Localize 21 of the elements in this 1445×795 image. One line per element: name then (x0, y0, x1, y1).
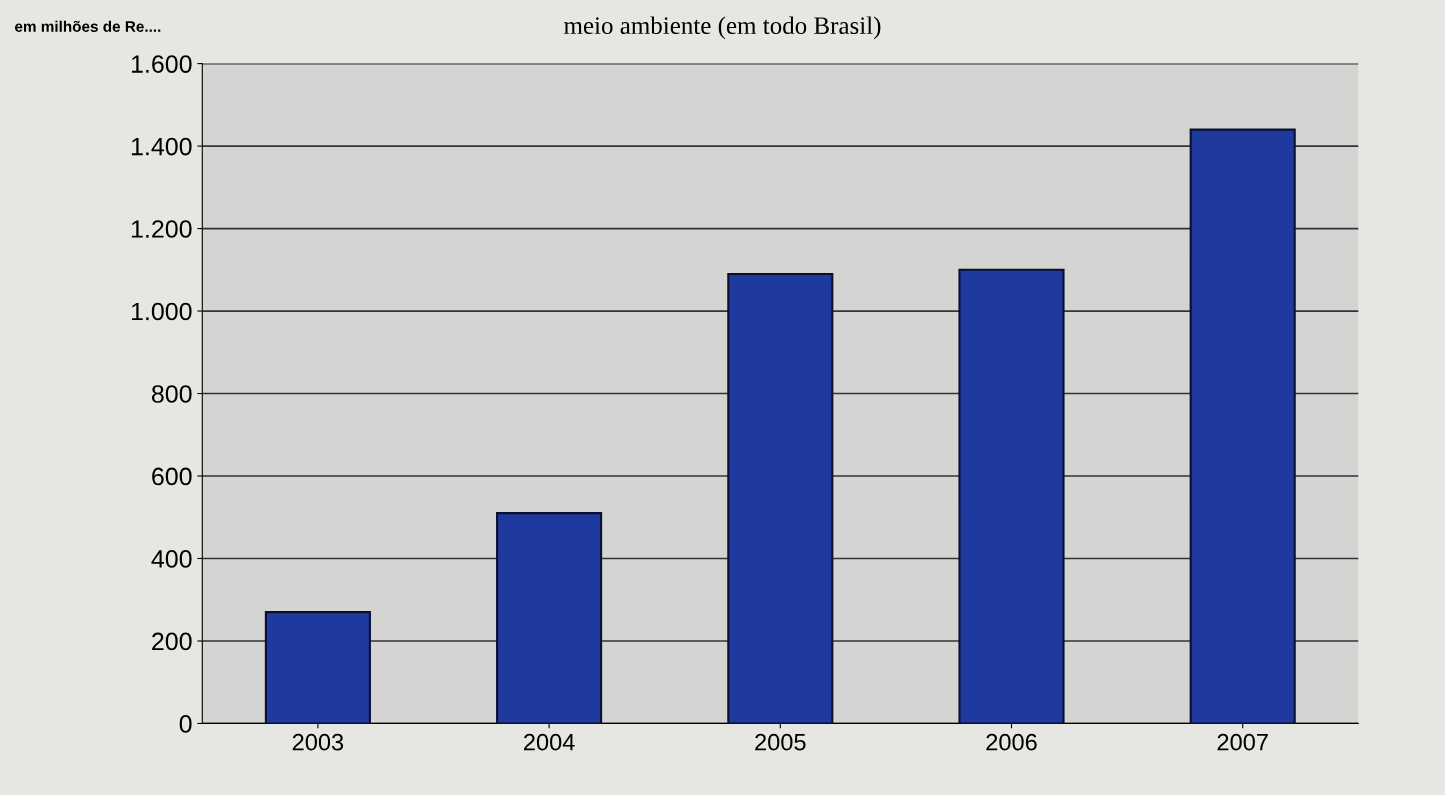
y-axis-title: em milhões de Re.... (15, 20, 161, 32)
y-tick-label: 1.400 (131, 137, 192, 156)
bar (958, 268, 1065, 724)
y-tick-label: 1.600 (131, 55, 192, 73)
x-tick-label: 2003 (292, 733, 344, 751)
y-tick-label: 1.200 (131, 220, 192, 238)
chart-title: meio ambiente (em todo Brasil) (564, 16, 881, 40)
x-tick-label: 2007 (1217, 733, 1268, 751)
y-tick-label: 600 (152, 467, 192, 486)
bar (264, 611, 371, 724)
y-tick-label: 800 (151, 385, 192, 403)
x-tick-label: 2004 (524, 733, 575, 751)
x-tick-label: 2005 (755, 733, 806, 751)
bar (1189, 128, 1296, 724)
y-tick-label: 200 (152, 632, 192, 651)
bar (727, 272, 834, 724)
x-tick-label: 2006 (986, 733, 1037, 751)
y-tick-label: 400 (151, 550, 192, 568)
bar (496, 512, 603, 724)
y-tick-label: 1.000 (131, 302, 192, 321)
y-tick-label: 0 (179, 715, 192, 733)
